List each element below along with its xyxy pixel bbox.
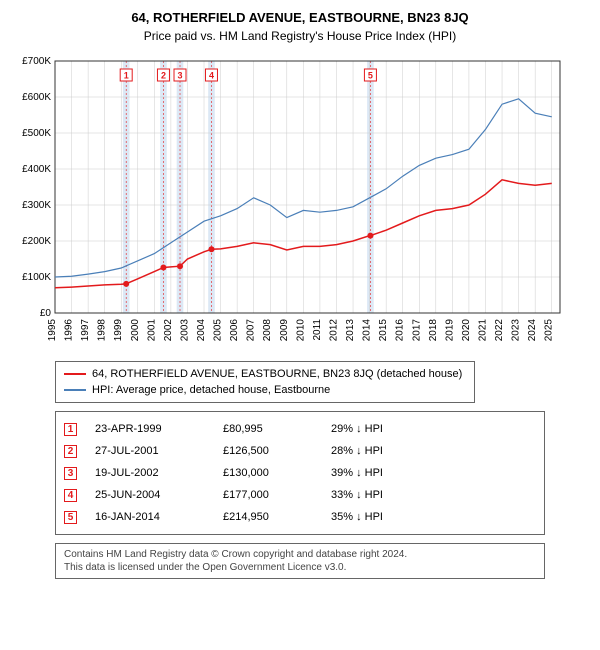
sale-num-badge: 2 [64, 445, 77, 458]
sale-row: 1 23-APR-1999 £80,995 29% ↓ HPI [64, 418, 536, 440]
x-tick-label: 2003 [179, 319, 190, 342]
chart-title: 64, ROTHERFIELD AVENUE, EASTBOURNE, BN23… [10, 10, 590, 25]
x-tick-label: 1995 [47, 319, 58, 342]
x-tick-label: 2000 [130, 319, 141, 342]
y-tick-label: £400K [22, 164, 51, 175]
sale-pct: 29% ↓ HPI [331, 423, 441, 435]
x-tick-label: 2013 [345, 319, 356, 342]
chart-container: 64, ROTHERFIELD AVENUE, EASTBOURNE, BN23… [10, 10, 590, 579]
legend-swatch [64, 389, 86, 391]
x-tick-label: 2014 [362, 319, 373, 342]
x-tick-label: 2019 [444, 319, 455, 342]
x-tick-label: 2025 [544, 319, 555, 342]
sale-marker-num: 2 [161, 71, 166, 81]
y-tick-label: £600K [22, 92, 51, 103]
y-tick-label: £300K [22, 200, 51, 211]
sale-pct: 35% ↓ HPI [331, 511, 441, 523]
x-tick-label: 2008 [262, 319, 273, 342]
x-tick-label: 1999 [113, 319, 124, 342]
sale-num-badge: 3 [64, 467, 77, 480]
y-tick-label: £100K [22, 272, 51, 283]
x-tick-label: 2017 [411, 319, 422, 342]
sale-dot [160, 264, 166, 270]
line-chart-svg: £0 £100K £200K £300K £400K £500K £600K £700K 199… [10, 53, 570, 353]
chart-subtitle: Price paid vs. HM Land Registry's House … [10, 29, 590, 43]
x-tick-label: 2024 [527, 319, 538, 342]
sales-table: 1 23-APR-1999 £80,995 29% ↓ HPI 2 27-JUL-2001… [55, 411, 545, 535]
x-tick-label: 2010 [295, 319, 306, 342]
x-tick-label: 2004 [196, 319, 207, 342]
sale-dot [177, 263, 183, 269]
legend-row: 64, ROTHERFIELD AVENUE, EASTBOURNE, BN23… [64, 366, 466, 382]
legend-row: HPI: Average price, detached house, East… [64, 382, 466, 398]
sale-dot [123, 281, 129, 287]
x-tick-label: 2022 [494, 319, 505, 342]
y-tick-label: £200K [22, 236, 51, 247]
y-tick-label: £500K [22, 128, 51, 139]
sale-row: 2 27-JUL-2001 £126,500 28% ↓ HPI [64, 440, 536, 462]
sale-date: 27-JUL-2001 [95, 445, 205, 457]
x-tick-label: 2012 [328, 319, 339, 342]
x-tick-label: 1997 [80, 319, 91, 342]
sale-date: 16-JAN-2014 [95, 511, 205, 523]
sale-price: £214,950 [223, 511, 313, 523]
x-tick-label: 2007 [246, 319, 257, 342]
sale-num-badge: 4 [64, 489, 77, 502]
sale-price: £130,000 [223, 467, 313, 479]
x-tick-label: 2006 [229, 319, 240, 342]
sale-marker-num: 5 [368, 71, 373, 81]
x-tick-label: 2018 [428, 319, 439, 342]
sale-marker-num: 3 [178, 71, 183, 81]
x-tick-label: 2020 [461, 319, 472, 342]
sale-date: 23-APR-1999 [95, 423, 205, 435]
x-tick-label: 2009 [279, 319, 290, 342]
sale-date: 25-JUN-2004 [95, 489, 205, 501]
sale-price: £80,995 [223, 423, 313, 435]
x-tick-label: 2023 [511, 319, 522, 342]
sale-num-badge: 1 [64, 423, 77, 436]
sale-marker-num: 1 [124, 71, 129, 81]
x-tick-label: 1998 [97, 319, 108, 342]
sale-price: £126,500 [223, 445, 313, 457]
x-tick-label: 2016 [395, 319, 406, 342]
sale-pct: 28% ↓ HPI [331, 445, 441, 457]
legend-label: 64, ROTHERFIELD AVENUE, EASTBOURNE, BN23… [92, 368, 462, 380]
x-tick-label: 2002 [163, 319, 174, 342]
x-tick-label: 2005 [213, 319, 224, 342]
x-tick-label: 2011 [312, 319, 323, 341]
x-tick-label: 2021 [477, 319, 488, 342]
sale-row: 4 25-JUN-2004 £177,000 33% ↓ HPI [64, 484, 536, 506]
y-tick-label: £700K [22, 56, 51, 67]
legend-swatch [64, 373, 86, 375]
sale-dot [208, 246, 214, 252]
sale-num-badge: 5 [64, 511, 77, 524]
sale-pct: 39% ↓ HPI [331, 467, 441, 479]
attribution-line1: Contains HM Land Registry data © Crown c… [64, 548, 536, 561]
sale-marker-num: 4 [209, 71, 214, 81]
sale-price: £177,000 [223, 489, 313, 501]
x-tick-label: 1996 [64, 319, 75, 342]
attribution-line2: This data is licensed under the Open Gov… [64, 561, 536, 574]
sale-row: 3 19-JUL-2002 £130,000 39% ↓ HPI [64, 462, 536, 484]
chart-area: £0 £100K £200K £300K £400K £500K £600K £700K 199… [10, 53, 590, 353]
sale-pct: 33% ↓ HPI [331, 489, 441, 501]
sale-date: 19-JUL-2002 [95, 467, 205, 479]
sale-dot [367, 233, 373, 239]
sale-row: 5 16-JAN-2014 £214,950 35% ↓ HPI [64, 506, 536, 528]
y-tick-label: £0 [40, 308, 52, 319]
x-tick-label: 2001 [146, 319, 157, 342]
legend: 64, ROTHERFIELD AVENUE, EASTBOURNE, BN23… [55, 361, 475, 403]
legend-label: HPI: Average price, detached house, East… [92, 384, 330, 396]
x-tick-label: 2015 [378, 319, 389, 342]
attribution: Contains HM Land Registry data © Crown c… [55, 543, 545, 579]
